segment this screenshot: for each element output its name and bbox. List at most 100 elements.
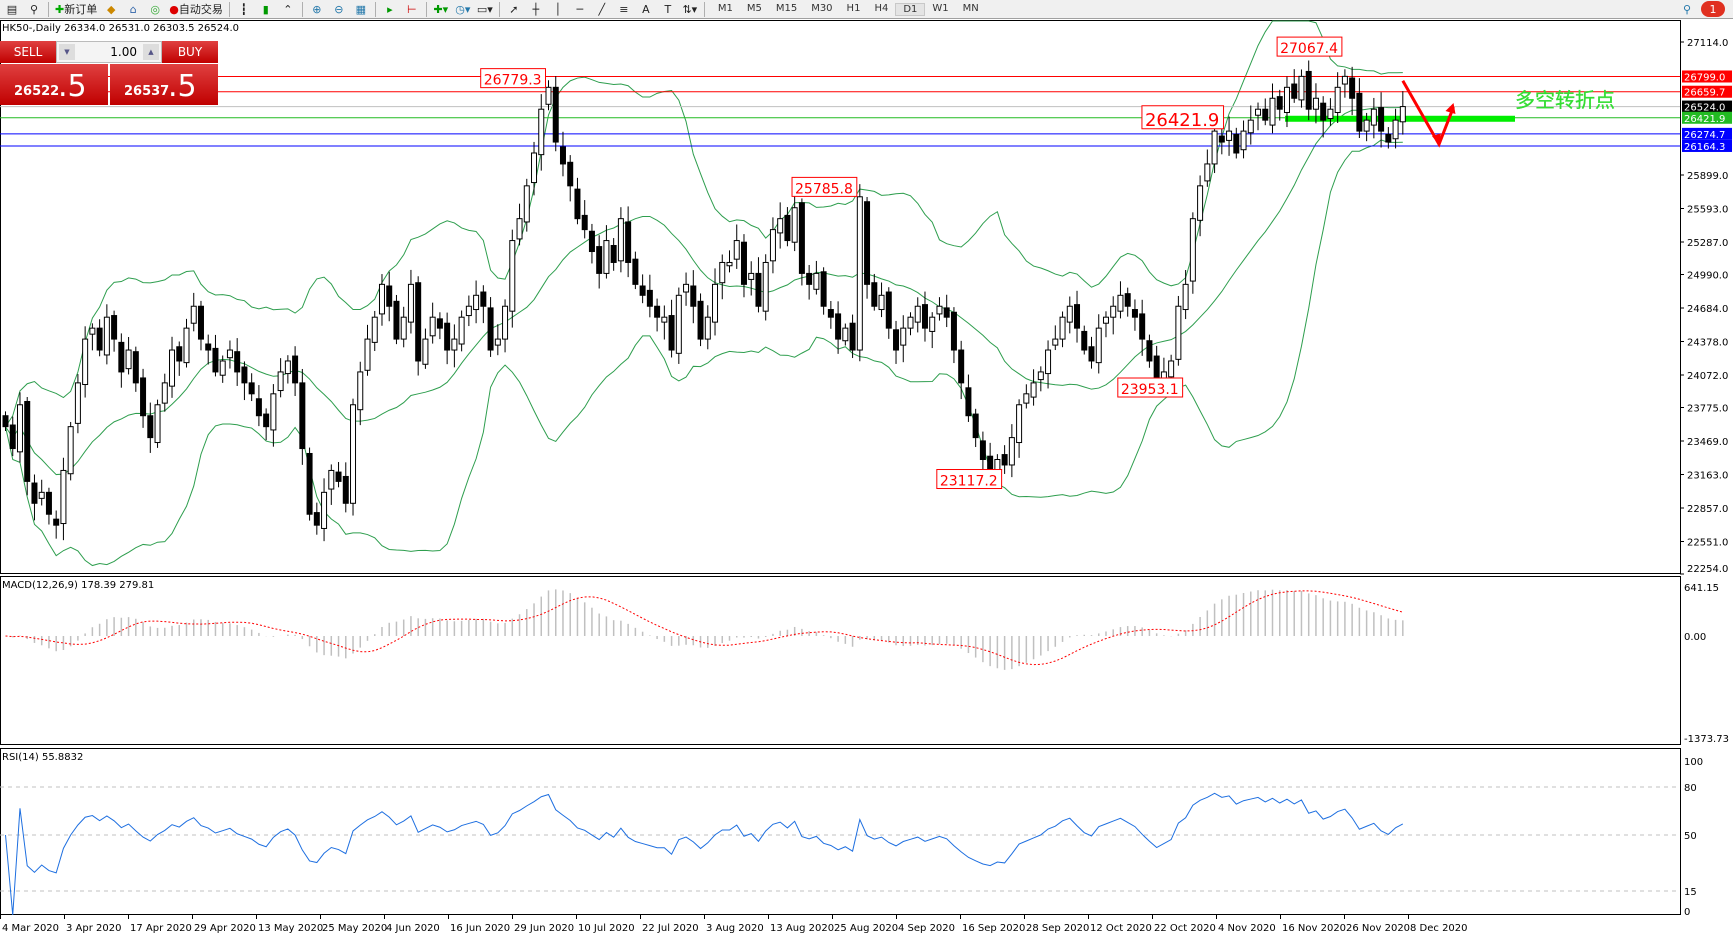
price-annotation: 27067.4 — [1280, 41, 1338, 57]
decrease-lot-icon[interactable]: ▼ — [59, 44, 75, 60]
buy-price[interactable]: 26537 .5 — [110, 64, 218, 105]
separator — [301, 1, 303, 17]
bull-candle — [328, 469, 335, 490]
new-chart-icon[interactable]: ▤ — [6, 2, 18, 16]
auto-scroll-icon[interactable]: ▸ — [387, 2, 393, 16]
zoom-out-icon[interactable]: ⊖ — [334, 2, 344, 16]
timeframe-m1[interactable]: M1 — [717, 2, 733, 14]
sell-price[interactable]: 26522 .5 — [0, 64, 108, 105]
lot-stepper[interactable]: ▼ 1.00 ▲ — [56, 41, 162, 63]
bull-candle — [1240, 130, 1247, 151]
bear-candle — [205, 343, 212, 351]
cursor-icon[interactable]: ➚ — [509, 2, 519, 16]
indicators-icon[interactable]: ✚▾ — [433, 2, 449, 16]
search-icon[interactable]: ⚲ — [1682, 2, 1692, 16]
bull-candle — [726, 261, 733, 267]
bull-candle — [350, 404, 357, 504]
date-axis-label: 4 Jun 2020 — [386, 923, 440, 934]
price-level-tag — [1682, 100, 1732, 113]
bull-candle — [1182, 283, 1189, 311]
trendline-icon[interactable]: ╱ — [598, 2, 606, 16]
bull-candle — [1052, 338, 1059, 346]
bull-candle — [89, 327, 96, 335]
chart-shift-icon[interactable]: ⊢ — [407, 2, 417, 16]
bull-candle — [1370, 108, 1377, 126]
bear-candle — [958, 349, 965, 384]
zoom-in-icon[interactable]: ⊕ — [312, 2, 322, 16]
price-level-value: 26421.9 — [1684, 114, 1725, 125]
rsi-axis-label: 15 — [1684, 887, 1697, 898]
macd-signal-line — [5, 590, 1403, 666]
bull-candle — [1226, 130, 1233, 141]
timeframe-m30[interactable]: M30 — [811, 2, 833, 14]
separator — [425, 1, 427, 17]
bull-candle — [1327, 108, 1334, 120]
zoom-icon[interactable]: ⚲ — [29, 2, 39, 16]
bull-candle — [103, 316, 110, 356]
line-chart-icon[interactable]: ⌃ — [283, 2, 293, 16]
timeframe-h4[interactable]: H4 — [874, 2, 889, 14]
rsi-axis-label: 50 — [1684, 831, 1697, 842]
lot-input[interactable]: 1.00 — [110, 45, 137, 59]
horizontal-line-icon[interactable]: ─ — [576, 2, 584, 16]
bear-candle — [1074, 304, 1081, 329]
macd-panel-frame — [0, 576, 1681, 745]
bar-chart-icon[interactable]: ┇ — [240, 2, 248, 16]
bull-candle — [38, 491, 45, 499]
timeframe-w1[interactable]: W1 — [932, 2, 949, 14]
candlestick-icon[interactable]: ▮ — [262, 2, 269, 16]
timeframe-mn[interactable]: MN — [962, 2, 979, 14]
signals-icon[interactable]: ◎ — [150, 2, 161, 16]
price-level-tag — [1682, 85, 1732, 98]
timeframe-h1[interactable]: H1 — [846, 2, 861, 14]
arrows-icon[interactable]: ⇅▾ — [682, 2, 698, 16]
crosshair-icon[interactable]: ┼ — [532, 2, 540, 16]
bear-candle — [415, 282, 422, 362]
bull-candle — [545, 86, 552, 105]
bear-candle — [248, 382, 255, 395]
navigator-icon[interactable]: ⌂ — [129, 2, 137, 16]
increase-lot-icon[interactable]: ▲ — [143, 44, 159, 60]
bull-candle — [1059, 316, 1066, 340]
bull-candle — [1016, 404, 1023, 444]
timeframe-m5[interactable]: M5 — [746, 2, 762, 14]
templates-icon[interactable]: ▭▾ — [476, 2, 493, 16]
bear-candle — [885, 291, 892, 329]
price-axis-label: 22551.0 — [1687, 537, 1728, 548]
price-level-tag — [1682, 127, 1732, 140]
timeframe-d1[interactable]: D1 — [895, 2, 926, 16]
date-axis-label: 4 Nov 2020 — [1218, 923, 1276, 934]
bollinger-upper-band — [5, 20, 1403, 427]
timeframe-m15[interactable]: M15 — [775, 2, 798, 14]
arrow-head-down — [1432, 133, 1442, 145]
rsi-line — [5, 792, 1404, 916]
text-icon[interactable]: A — [642, 2, 650, 16]
market-watch-icon[interactable]: ◆ — [106, 2, 116, 16]
bear-candle — [255, 398, 262, 417]
plus-icon: ✚ — [55, 2, 65, 16]
bear-candle — [1305, 70, 1312, 110]
auto-trading-button[interactable]: ● 自动交易 — [169, 1, 223, 17]
vertical-line-icon[interactable]: │ — [554, 2, 562, 16]
price-annotation-box — [1141, 105, 1225, 130]
one-click-trading-panel: SELL ▼ 1.00 ▲ BUY 26522 .5 26537 .5 — [0, 41, 218, 105]
text-label-icon[interactable]: T — [664, 2, 672, 16]
periods-icon[interactable]: ◷▾ — [455, 2, 471, 16]
bull-candle — [400, 316, 407, 340]
new-order-button[interactable]: ✚ 新订单 — [55, 1, 97, 17]
bear-candle — [263, 413, 270, 428]
tile-windows-icon[interactable]: ▦ — [355, 2, 367, 16]
toolbar: ▤ ⚲ ✚ 新订单 ◆ ⌂ ◎ ● 自动交易 ┇ ▮ ⌃ ⊕ ⊖ ▦ ▸ ⊢ ✚▾ … — [0, 0, 1733, 19]
fibonacci-icon[interactable]: ≡ — [619, 2, 629, 16]
macd-label: MACD(12,26,9) 178.39 279.81 — [2, 580, 154, 591]
bull-candle — [74, 382, 81, 424]
sell-button[interactable]: SELL — [0, 41, 56, 63]
bull-candle — [929, 316, 936, 332]
sell-price-main: 26522 — [14, 84, 60, 99]
bull-candle — [183, 327, 190, 364]
notification-badge[interactable]: 1 — [1701, 1, 1725, 17]
macd-axis-label: 641.15 — [1684, 583, 1719, 594]
bear-candle — [574, 188, 581, 220]
buy-button[interactable]: BUY — [162, 41, 218, 63]
